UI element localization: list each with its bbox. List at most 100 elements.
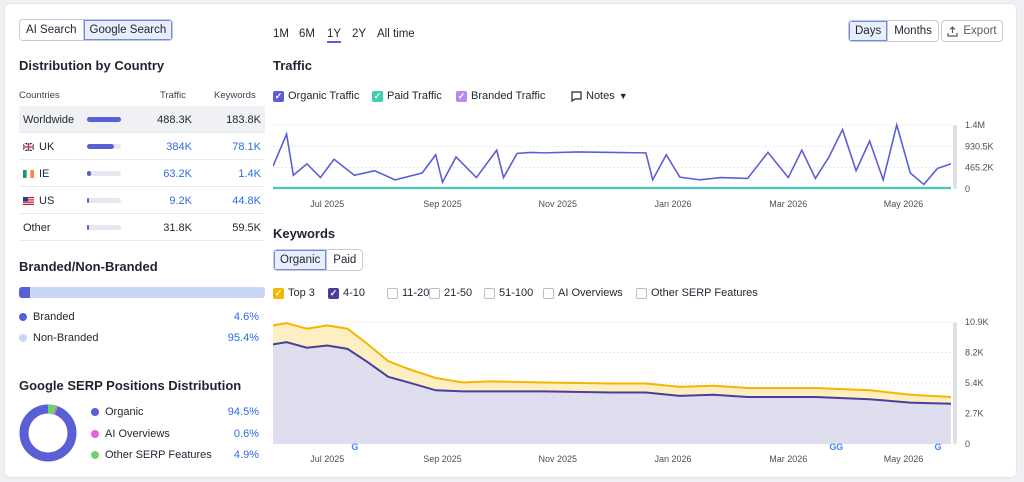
keywords-title: Keywords — [273, 226, 336, 241]
keyword-filter-item[interactable]: 51-100 — [484, 287, 533, 299]
chevron-down-icon: ▼ — [618, 91, 628, 101]
col-countries: Countries — [19, 90, 60, 101]
google-update-icon: G — [836, 442, 843, 452]
country-keywords[interactable]: 1.4K — [238, 168, 261, 180]
keyword-filter-label: Top 3 — [288, 287, 315, 299]
serp-donut-chart — [19, 404, 77, 462]
x-tick-label: May 2026 — [884, 199, 924, 209]
chart-scrollbar — [953, 322, 957, 444]
country-keywords[interactable]: 44.8K — [232, 195, 261, 207]
serp-other-legend: Other SERP Features — [91, 449, 212, 461]
traffic-legend-label: Branded Traffic — [471, 90, 546, 102]
checkbox-icon — [387, 287, 398, 299]
keyword-filter-item[interactable]: AI Overviews — [543, 287, 623, 299]
y-tick-label: 930.5K — [965, 141, 994, 151]
donut-organic-segment — [19, 404, 77, 462]
chart-scrollbar — [953, 125, 957, 189]
keyword-filter-item[interactable]: 21-50 — [429, 287, 472, 299]
y-tick-label: 2.7K — [965, 409, 984, 419]
x-tick-label: Jul 2025 — [310, 454, 344, 464]
country-row[interactable]: Other 31.8K 59.5K — [19, 214, 265, 241]
branded-bar-fill — [19, 287, 31, 298]
country-label: UK — [39, 141, 55, 153]
paid-tab[interactable]: Paid — [326, 250, 363, 270]
months-tab[interactable]: Months — [887, 21, 938, 41]
country-keywords[interactable]: 78.1K — [232, 141, 261, 153]
country-row[interactable]: UK 384K 78.1K — [19, 133, 265, 160]
ai-overviews-dot — [91, 430, 99, 438]
google-update-icon: G — [829, 442, 836, 452]
traffic-legend-item[interactable]: ✓ Organic Traffic — [273, 90, 359, 102]
keyword-filter-item[interactable]: ✓ 4-10 — [328, 287, 365, 299]
traffic-share-bar — [87, 171, 121, 176]
organic-label: Organic — [105, 406, 144, 418]
non-branded-legend: Non-Branded — [19, 332, 98, 344]
country-keywords: 59.5K — [232, 222, 261, 234]
y-tick-label: 10.9K — [965, 317, 989, 327]
branded-title: Branded/Non-Branded — [19, 259, 158, 274]
country-row[interactable]: IE 63.2K 1.4K — [19, 160, 265, 187]
keyword-filter-label: 11-20 — [402, 287, 430, 299]
search-type-toggle: AI Search Google Search — [19, 19, 174, 41]
other-serp-label: Other SERP Features — [105, 449, 212, 461]
keyword-filter-item[interactable]: Other SERP Features — [636, 287, 758, 299]
ai-search-tab[interactable]: AI Search — [20, 20, 83, 40]
x-tick-label: Jan 2026 — [654, 199, 691, 209]
country-name: UK — [23, 141, 54, 153]
notes-dropdown[interactable]: Notes ▼ — [571, 90, 628, 102]
country-label: IE — [39, 168, 50, 180]
y-tick-label: 5.4K — [965, 378, 984, 388]
country-title: Distribution by Country — [19, 58, 165, 73]
notes-label: Notes — [586, 90, 615, 102]
time-tab-1m[interactable]: 1M — [273, 28, 289, 40]
keyword-filter-item[interactable]: ✓ Top 3 — [273, 287, 315, 299]
branded-legend: Branded — [19, 311, 75, 323]
keyword-filter-item[interactable]: 11-20 — [387, 287, 429, 299]
serp-ai-legend: AI Overviews — [91, 428, 170, 440]
y-tick-label: 8.2K — [965, 348, 984, 358]
checkbox-icon: ✓ — [273, 90, 284, 102]
export-button[interactable]: Export — [941, 20, 1003, 42]
country-name: Worldwide — [23, 114, 74, 126]
other-serp-dot — [91, 451, 99, 459]
y-tick-label: 0 — [965, 184, 970, 194]
traffic-legend-label: Organic Traffic — [288, 90, 360, 102]
days-tab[interactable]: Days — [849, 21, 888, 41]
traffic-share-bar — [87, 198, 121, 203]
traffic-legend-item[interactable]: ✓ Branded Traffic — [456, 90, 545, 102]
country-name: Other — [23, 222, 51, 234]
country-traffic[interactable]: 384K — [166, 141, 192, 153]
non-branded-label: Non-Branded — [33, 332, 99, 344]
traffic-share-fill — [87, 144, 114, 149]
traffic-legend-item[interactable]: ✓ Paid Traffic — [372, 90, 442, 102]
keywords-type-toggle: Organic Paid — [273, 249, 364, 271]
checkbox-icon: ✓ — [328, 287, 339, 299]
keyword-filter-label: Other SERP Features — [651, 287, 758, 299]
traffic-share-fill — [87, 225, 90, 230]
branded-bar — [19, 287, 265, 298]
uk-flag-icon — [23, 143, 34, 151]
time-tab-1y[interactable]: 1Y — [327, 28, 342, 43]
traffic-legend-label: Paid Traffic — [387, 90, 442, 102]
country-label: Other — [23, 222, 51, 234]
x-tick-label: Mar 2026 — [769, 454, 807, 464]
time-tab-all-time[interactable]: All time — [377, 28, 415, 40]
checkbox-icon: ✓ — [372, 90, 383, 102]
country-row[interactable]: US 9.2K 44.8K — [19, 187, 265, 214]
x-tick-label: Jul 2025 — [310, 199, 344, 209]
traffic-share-bar — [87, 144, 121, 149]
ai-overviews-value: 0.6% — [233, 428, 259, 440]
x-tick-label: Mar 2026 — [769, 199, 807, 209]
time-tab-6m[interactable]: 6M — [299, 28, 315, 40]
us-flag-icon — [23, 197, 34, 205]
country-traffic[interactable]: 63.2K — [163, 168, 192, 180]
non-branded-dot — [19, 334, 27, 342]
x-tick-label: Sep 2025 — [423, 199, 462, 209]
country-row[interactable]: Worldwide 488.3K 183.8K — [19, 106, 265, 133]
country-traffic[interactable]: 9.2K — [169, 195, 192, 207]
time-tab-2y[interactable]: 2Y — [352, 28, 367, 40]
y-tick-label: 1.4M — [965, 120, 985, 130]
google-search-tab[interactable]: Google Search — [82, 20, 173, 40]
organic-tab[interactable]: Organic — [274, 250, 327, 270]
